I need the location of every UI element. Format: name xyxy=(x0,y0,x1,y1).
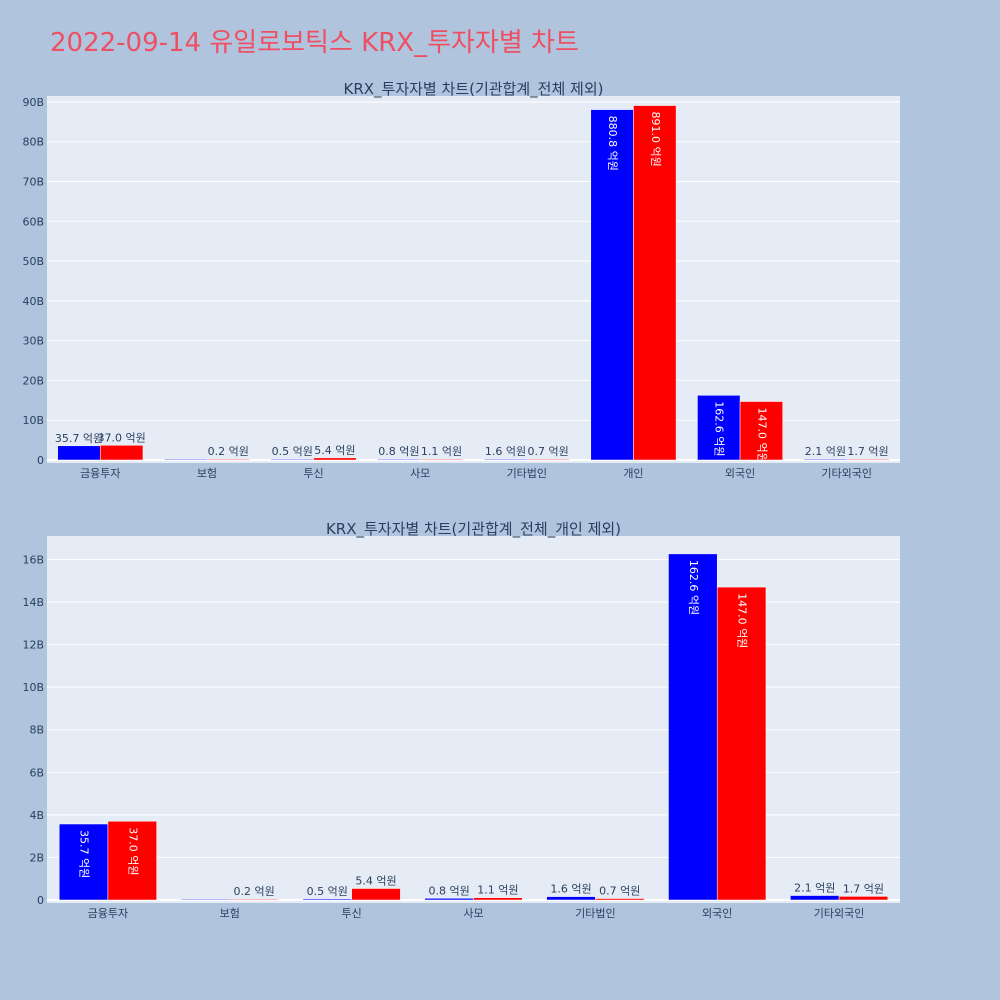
y-tick-label: 4B xyxy=(29,809,44,822)
data-label: 35.7 억원 xyxy=(78,830,91,878)
bar xyxy=(526,458,570,461)
data-label: 0.8 억원 xyxy=(429,884,470,897)
x-tick-label: 투신 xyxy=(342,907,362,920)
bar xyxy=(803,458,847,461)
y-tick-label: 14B xyxy=(22,596,44,609)
bar xyxy=(351,888,401,901)
x-tick-label: 기타외국인 xyxy=(814,907,865,920)
bar xyxy=(100,445,144,461)
chart-title: KRX_투자자별 차트(기관합계_전체 제외) xyxy=(344,80,604,99)
y-tick-label: 40B xyxy=(22,295,44,308)
x-tick-label: 사모 xyxy=(463,907,483,920)
bar xyxy=(668,553,718,901)
y-tick-label: 60B xyxy=(22,215,44,228)
data-label: 880.8 억원 xyxy=(606,116,619,171)
bar xyxy=(483,458,528,461)
data-label: 0.7 억원 xyxy=(528,445,569,458)
bar xyxy=(313,457,357,461)
data-label: 1.1 억원 xyxy=(477,884,518,897)
y-tick-label: 0 xyxy=(37,894,44,907)
data-label: 162.6 억원 xyxy=(687,560,700,615)
x-tick-label: 사모 xyxy=(410,467,430,480)
data-label: 2.1 억원 xyxy=(794,882,835,895)
y-tick-label: 10B xyxy=(22,414,44,427)
bar xyxy=(424,898,474,901)
bar xyxy=(419,458,464,461)
x-tick-label: 금융투자 xyxy=(80,467,120,480)
data-label: 1.6 억원 xyxy=(485,445,526,458)
x-tick-label: 외국인 xyxy=(702,907,732,920)
x-tick-label: 보험 xyxy=(220,907,240,920)
bar xyxy=(590,109,634,461)
bar xyxy=(697,395,741,461)
y-tick-label: 12B xyxy=(22,639,44,652)
bar xyxy=(595,898,645,901)
bar xyxy=(846,458,890,461)
y-tick-label: 8B xyxy=(29,724,44,737)
y-tick-label: 10B xyxy=(22,681,44,694)
bar xyxy=(270,458,314,461)
y-tick-label: 90B xyxy=(22,96,44,109)
bar xyxy=(229,898,279,901)
x-tick-label: 외국인 xyxy=(725,467,755,480)
data-label: 37.0 억원 xyxy=(126,827,139,875)
bar xyxy=(377,458,421,461)
page-title: 2022-09-14 유일로보틱스 KRX_투자자별 차트 xyxy=(50,28,579,58)
bar xyxy=(107,820,157,901)
data-label: 37.0 억원 xyxy=(98,431,146,444)
chart-title: KRX_투자자별 차트(기관합계_전체_개인 제외) xyxy=(326,520,621,539)
x-tick-label: 개인 xyxy=(623,467,643,480)
y-tick-label: 0 xyxy=(37,454,44,467)
data-label: 1.7 억원 xyxy=(843,882,884,895)
bar xyxy=(302,898,352,901)
x-tick-label: 투신 xyxy=(303,467,323,480)
data-label: 5.4 억원 xyxy=(355,875,396,888)
data-label: 1.1 억원 xyxy=(421,445,462,458)
bar xyxy=(633,105,677,461)
bar xyxy=(164,458,208,461)
bar xyxy=(739,401,783,461)
data-label: 2.1 억원 xyxy=(805,445,846,458)
bar xyxy=(58,823,109,901)
data-label: 1.6 억원 xyxy=(550,883,591,896)
bar xyxy=(790,895,840,901)
bar xyxy=(473,897,523,901)
y-tick-label: 20B xyxy=(22,374,44,387)
data-label: 1.7 억원 xyxy=(847,445,888,458)
data-label: 35.7 억원 xyxy=(55,432,103,445)
data-label: 891.0 억원 xyxy=(649,112,662,167)
data-label: 0.7 억원 xyxy=(599,885,640,898)
data-label: 0.8 억원 xyxy=(378,445,419,458)
bar xyxy=(206,458,250,461)
plot-area xyxy=(47,536,900,903)
data-label: 0.5 억원 xyxy=(307,885,348,898)
data-label: 147.0 억원 xyxy=(755,408,768,463)
y-tick-label: 6B xyxy=(29,766,44,779)
y-tick-label: 2B xyxy=(29,851,44,864)
data-label: 162.6 억원 xyxy=(713,401,726,456)
data-label: 0.2 억원 xyxy=(234,885,275,898)
x-tick-label: 기타법인 xyxy=(507,467,547,480)
bar xyxy=(180,898,231,901)
data-label: 5.4 억원 xyxy=(314,444,355,457)
bar xyxy=(546,896,596,901)
y-tick-label: 30B xyxy=(22,335,44,348)
x-tick-label: 금융투자 xyxy=(88,907,128,920)
bar xyxy=(716,586,767,901)
bar xyxy=(57,445,101,461)
data-label: 0.5 억원 xyxy=(272,445,313,458)
y-tick-label: 16B xyxy=(22,553,44,566)
data-label: 0.2 억원 xyxy=(208,445,249,458)
y-tick-label: 50B xyxy=(22,255,44,268)
data-label: 147.0 억원 xyxy=(736,593,749,648)
x-tick-label: 기타외국인 xyxy=(821,467,872,480)
y-tick-label: 80B xyxy=(22,136,44,149)
y-tick-label: 70B xyxy=(22,176,44,189)
x-tick-label: 기타법인 xyxy=(575,907,615,920)
x-tick-label: 보험 xyxy=(197,467,217,480)
bar xyxy=(838,896,889,901)
